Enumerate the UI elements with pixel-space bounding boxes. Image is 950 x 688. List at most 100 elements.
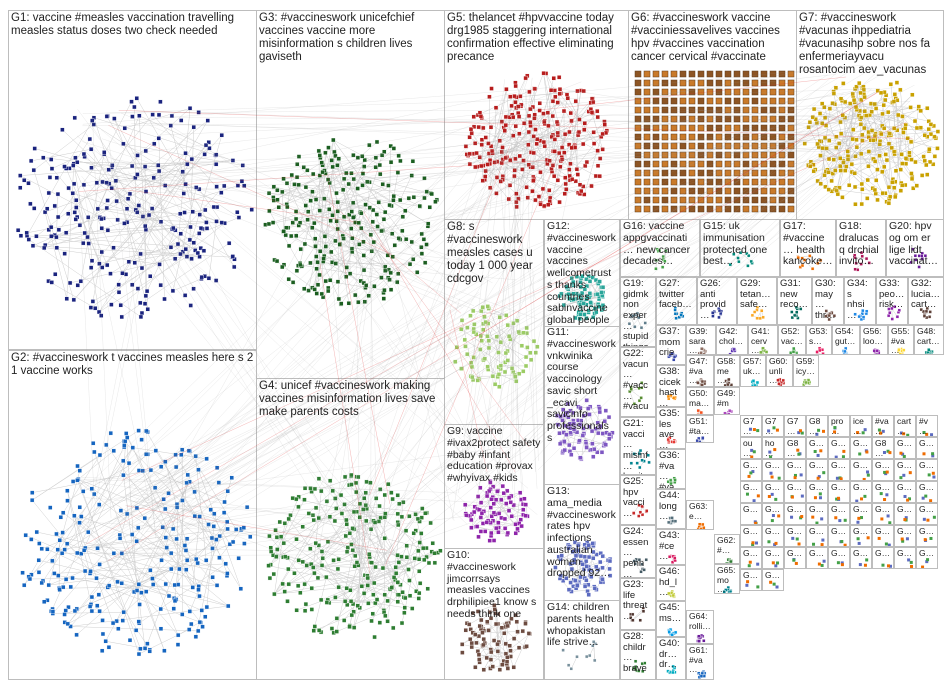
node	[60, 530, 65, 535]
node	[511, 114, 516, 120]
node	[356, 299, 361, 305]
node	[517, 131, 522, 136]
node	[175, 642, 181, 647]
node	[764, 350, 769, 354]
node	[859, 317, 864, 322]
node	[290, 495, 295, 501]
group-label-g9: G9: vaccine #ivax2protect safety #baby #…	[447, 425, 541, 484]
node	[492, 382, 498, 387]
node	[127, 191, 133, 197]
node	[184, 480, 189, 486]
cluster-g19	[627, 311, 647, 330]
tiny-cluster	[745, 492, 760, 502]
node	[893, 168, 899, 173]
group-panel-g48: G48: cart…	[914, 325, 944, 355]
edge	[418, 533, 422, 560]
node	[399, 514, 405, 520]
node	[575, 655, 579, 659]
node	[749, 259, 753, 264]
node	[462, 502, 468, 507]
node	[562, 131, 568, 137]
node	[925, 105, 930, 111]
node	[187, 609, 193, 614]
edge	[892, 102, 904, 133]
edge	[208, 221, 217, 279]
node	[347, 271, 353, 276]
node	[381, 609, 387, 615]
edge	[840, 137, 908, 167]
node	[542, 143, 547, 149]
tiny-group-label: G…	[853, 482, 869, 492]
edge	[481, 139, 571, 181]
tiny-group-panel: G…	[828, 459, 850, 481]
node	[324, 574, 329, 580]
node	[403, 528, 409, 533]
node	[353, 292, 358, 298]
node	[477, 623, 482, 629]
node	[153, 448, 159, 453]
node	[333, 238, 338, 244]
node	[294, 174, 300, 180]
node	[144, 428, 149, 434]
node	[516, 645, 522, 650]
node	[230, 254, 236, 259]
edge	[333, 139, 379, 203]
node	[925, 432, 929, 436]
node	[706, 178, 714, 186]
node	[697, 142, 705, 150]
node	[509, 366, 515, 371]
cluster-g56	[872, 348, 881, 354]
cluster-g64	[696, 633, 706, 643]
node	[498, 179, 503, 184]
node	[217, 533, 222, 539]
node	[402, 605, 407, 610]
node	[71, 181, 77, 187]
node	[533, 127, 538, 132]
node	[724, 115, 732, 123]
node	[874, 352, 879, 354]
cluster-g42	[728, 347, 737, 354]
node	[382, 287, 387, 293]
node	[634, 142, 642, 150]
node	[314, 254, 319, 259]
node	[471, 124, 477, 130]
node	[594, 309, 599, 315]
node	[842, 449, 846, 453]
node	[504, 659, 510, 664]
edge	[546, 131, 570, 161]
node	[843, 349, 847, 354]
edge	[128, 251, 183, 263]
node	[370, 207, 376, 213]
edge	[92, 242, 194, 302]
edge	[62, 454, 101, 513]
edge	[85, 547, 218, 586]
node	[362, 299, 368, 304]
node	[109, 302, 114, 307]
node	[528, 357, 534, 363]
tiny-group-panel: G…	[828, 503, 850, 525]
node	[932, 154, 938, 159]
node	[323, 244, 329, 249]
node	[424, 242, 429, 247]
node	[909, 260, 913, 265]
node	[99, 313, 104, 318]
node	[854, 261, 858, 265]
group-label-g35: G35: les ave…	[659, 408, 680, 449]
node	[519, 523, 524, 529]
node	[210, 575, 215, 580]
node	[909, 157, 914, 162]
node	[817, 428, 821, 432]
node	[81, 240, 86, 246]
node	[706, 151, 714, 159]
node	[818, 258, 823, 263]
node	[560, 578, 566, 583]
node	[525, 345, 530, 350]
node	[185, 161, 190, 167]
node	[219, 220, 225, 225]
tiny-cluster	[856, 536, 870, 545]
node	[931, 452, 935, 456]
node	[643, 169, 651, 177]
node	[248, 534, 253, 540]
edge	[291, 235, 372, 252]
node	[479, 142, 484, 147]
